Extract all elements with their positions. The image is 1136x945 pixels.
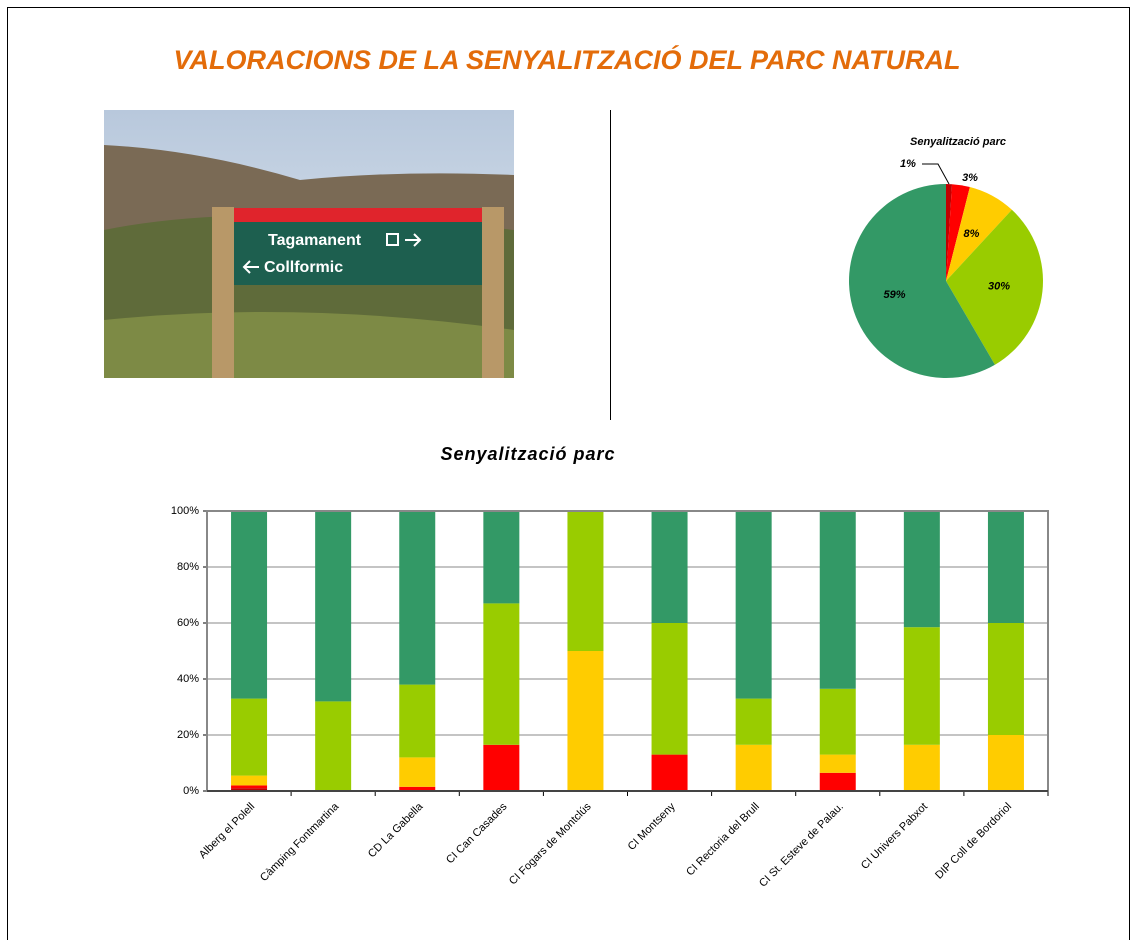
- x-tick-label: Alberg el Polell: [197, 801, 257, 861]
- x-tick-label: DIP Coll de Bordoriol: [933, 801, 1014, 882]
- bar-segment: [735, 744, 772, 791]
- y-tick-label: 60%: [177, 617, 199, 629]
- bar-segment: [399, 684, 436, 758]
- bar-segment: [315, 701, 352, 791]
- bar-segment: [903, 511, 940, 628]
- pie-label: 8%: [964, 228, 980, 240]
- pie-label: 3%: [962, 172, 978, 184]
- bar-segment: [315, 511, 352, 702]
- x-tick-label: CD La Gabella: [366, 800, 426, 860]
- bar-segment: [819, 511, 856, 689]
- bar-segment: [987, 735, 1024, 791]
- bar-segment: [651, 623, 688, 755]
- bar-segment: [399, 757, 436, 787]
- y-tick-label: 40%: [177, 673, 199, 685]
- y-tick-label: 20%: [177, 729, 199, 741]
- bar-segment: [399, 786, 436, 791]
- bar-segment: [987, 511, 1024, 623]
- pie-slice: [946, 184, 970, 281]
- bar-title: Senyalització parc: [440, 444, 615, 464]
- bar-segment: [231, 775, 268, 786]
- bar-segment: [819, 688, 856, 755]
- bar-segment: [399, 511, 436, 685]
- bar-segment: [903, 744, 940, 791]
- pie-slice: [946, 209, 1043, 365]
- y-tick-label: 0%: [183, 785, 199, 797]
- x-tick-label: CI Univers Pabxot: [859, 801, 930, 872]
- bar-segment: [735, 511, 772, 699]
- page-border: [7, 7, 1130, 945]
- bar-segment: [819, 772, 856, 791]
- bar-segment: [903, 627, 940, 745]
- pie-slice: [946, 186, 1012, 281]
- bar-segment: [483, 603, 520, 745]
- y-tick-label: 80%: [177, 561, 199, 573]
- bar-segment: [231, 785, 268, 789]
- leader-line: [922, 163, 950, 185]
- y-tick-label: 100%: [171, 505, 199, 517]
- x-tick-label: CI Fogars de Montclús: [507, 800, 594, 887]
- x-tick-label: Càmping Fontmartina: [258, 800, 342, 884]
- bar-segment: [567, 511, 604, 651]
- pie-label: 1%: [900, 158, 916, 170]
- x-tick-label: CI St. Esteve de Palau.: [757, 801, 846, 890]
- pie-label: 59%: [883, 289, 905, 301]
- page-title: VALORACIONS DE LA SENYALITZACIÓ DEL PARC…: [174, 44, 961, 75]
- sign-text: Tagamanent: [268, 232, 362, 249]
- pie-slice: [946, 184, 953, 281]
- x-tick-label: CI Montseny: [626, 800, 678, 852]
- bar-segment: [819, 754, 856, 773]
- bar-segment: [651, 511, 688, 623]
- bar-segment: [651, 754, 688, 791]
- bar-segment: [567, 651, 604, 791]
- bar-segment: [483, 744, 520, 791]
- bar-segment: [231, 511, 268, 699]
- bar-segment: [231, 788, 268, 791]
- x-tick-label: CI Rectoria del Brull: [684, 801, 762, 879]
- x-tick-label: CI Can Casades: [444, 800, 510, 866]
- pie-label: 30%: [988, 281, 1010, 293]
- pie-title: Senyalització parc: [910, 136, 1006, 148]
- sign-text: Collformic: [264, 259, 343, 276]
- bar-segment: [987, 623, 1024, 735]
- bar-segment: [483, 511, 520, 604]
- bar-segment: [231, 698, 268, 776]
- photo: Tagamanent Collformic: [104, 110, 514, 378]
- pie-slice: [848, 184, 995, 379]
- bar-segment: [735, 698, 772, 745]
